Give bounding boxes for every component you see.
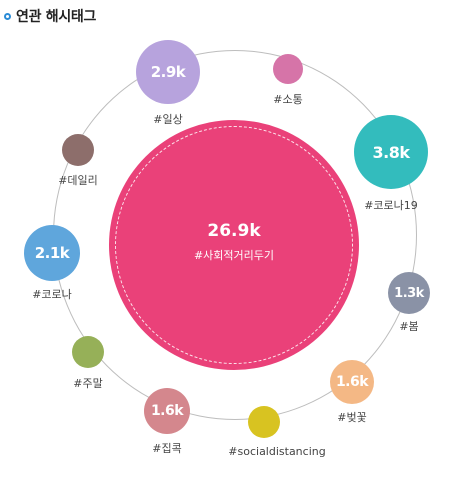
hashtag-label[interactable]: #일상 (153, 113, 183, 126)
hashtag-bubble[interactable]: 2.1k (24, 225, 80, 281)
hashtag-count: 1.6k (335, 374, 369, 390)
hashtag-bubble[interactable] (62, 134, 94, 166)
hashtag-count: 3.8k (372, 142, 410, 162)
hashtag-label[interactable]: #코로나19 (364, 199, 418, 212)
hashtag-bubble[interactable]: 1.6k (144, 388, 190, 434)
hashtag-label[interactable]: #데일리 (58, 174, 98, 187)
hashtag-bubble[interactable] (248, 406, 280, 438)
hashtag-label[interactable]: #집콕 (152, 442, 182, 455)
hashtag-bubble[interactable]: 3.8k (354, 115, 428, 189)
hashtag-label[interactable]: #코로나 (32, 288, 72, 301)
hashtag-bubble[interactable] (273, 54, 303, 84)
hashtag-label[interactable]: #주말 (73, 377, 103, 390)
hashtag-label[interactable]: #socialdistancing (228, 445, 326, 458)
hashtag-label[interactable]: #봄 (399, 320, 419, 333)
hashtag-count: 1.6k (150, 403, 184, 419)
hashtag-count: 2.9k (150, 63, 186, 81)
hashtag-count: 2.1k (34, 244, 70, 262)
hashtag-bubble[interactable]: 1.3k (388, 272, 430, 314)
main-hashtag-count: 26.9k (207, 221, 261, 241)
section-header: 연관 해시태그 (4, 6, 96, 26)
hashtag-label[interactable]: #벚꽃 (337, 411, 367, 424)
hashtag-bubble[interactable]: 2.9k (136, 40, 200, 104)
main-hashtag-label: #사회적거리두기 (193, 249, 275, 262)
hashtag-bubble[interactable]: 1.6k (330, 360, 374, 404)
circle-bullet-icon (4, 12, 11, 20)
hashtag-label[interactable]: #소통 (273, 93, 303, 106)
main-hashtag-bubble[interactable]: 26.9k #사회적거리두기 (109, 120, 359, 370)
section-title: 연관 해시태그 (16, 9, 97, 25)
hashtag-count: 1.3k (394, 285, 424, 301)
hashtag-bubble[interactable] (72, 336, 104, 368)
